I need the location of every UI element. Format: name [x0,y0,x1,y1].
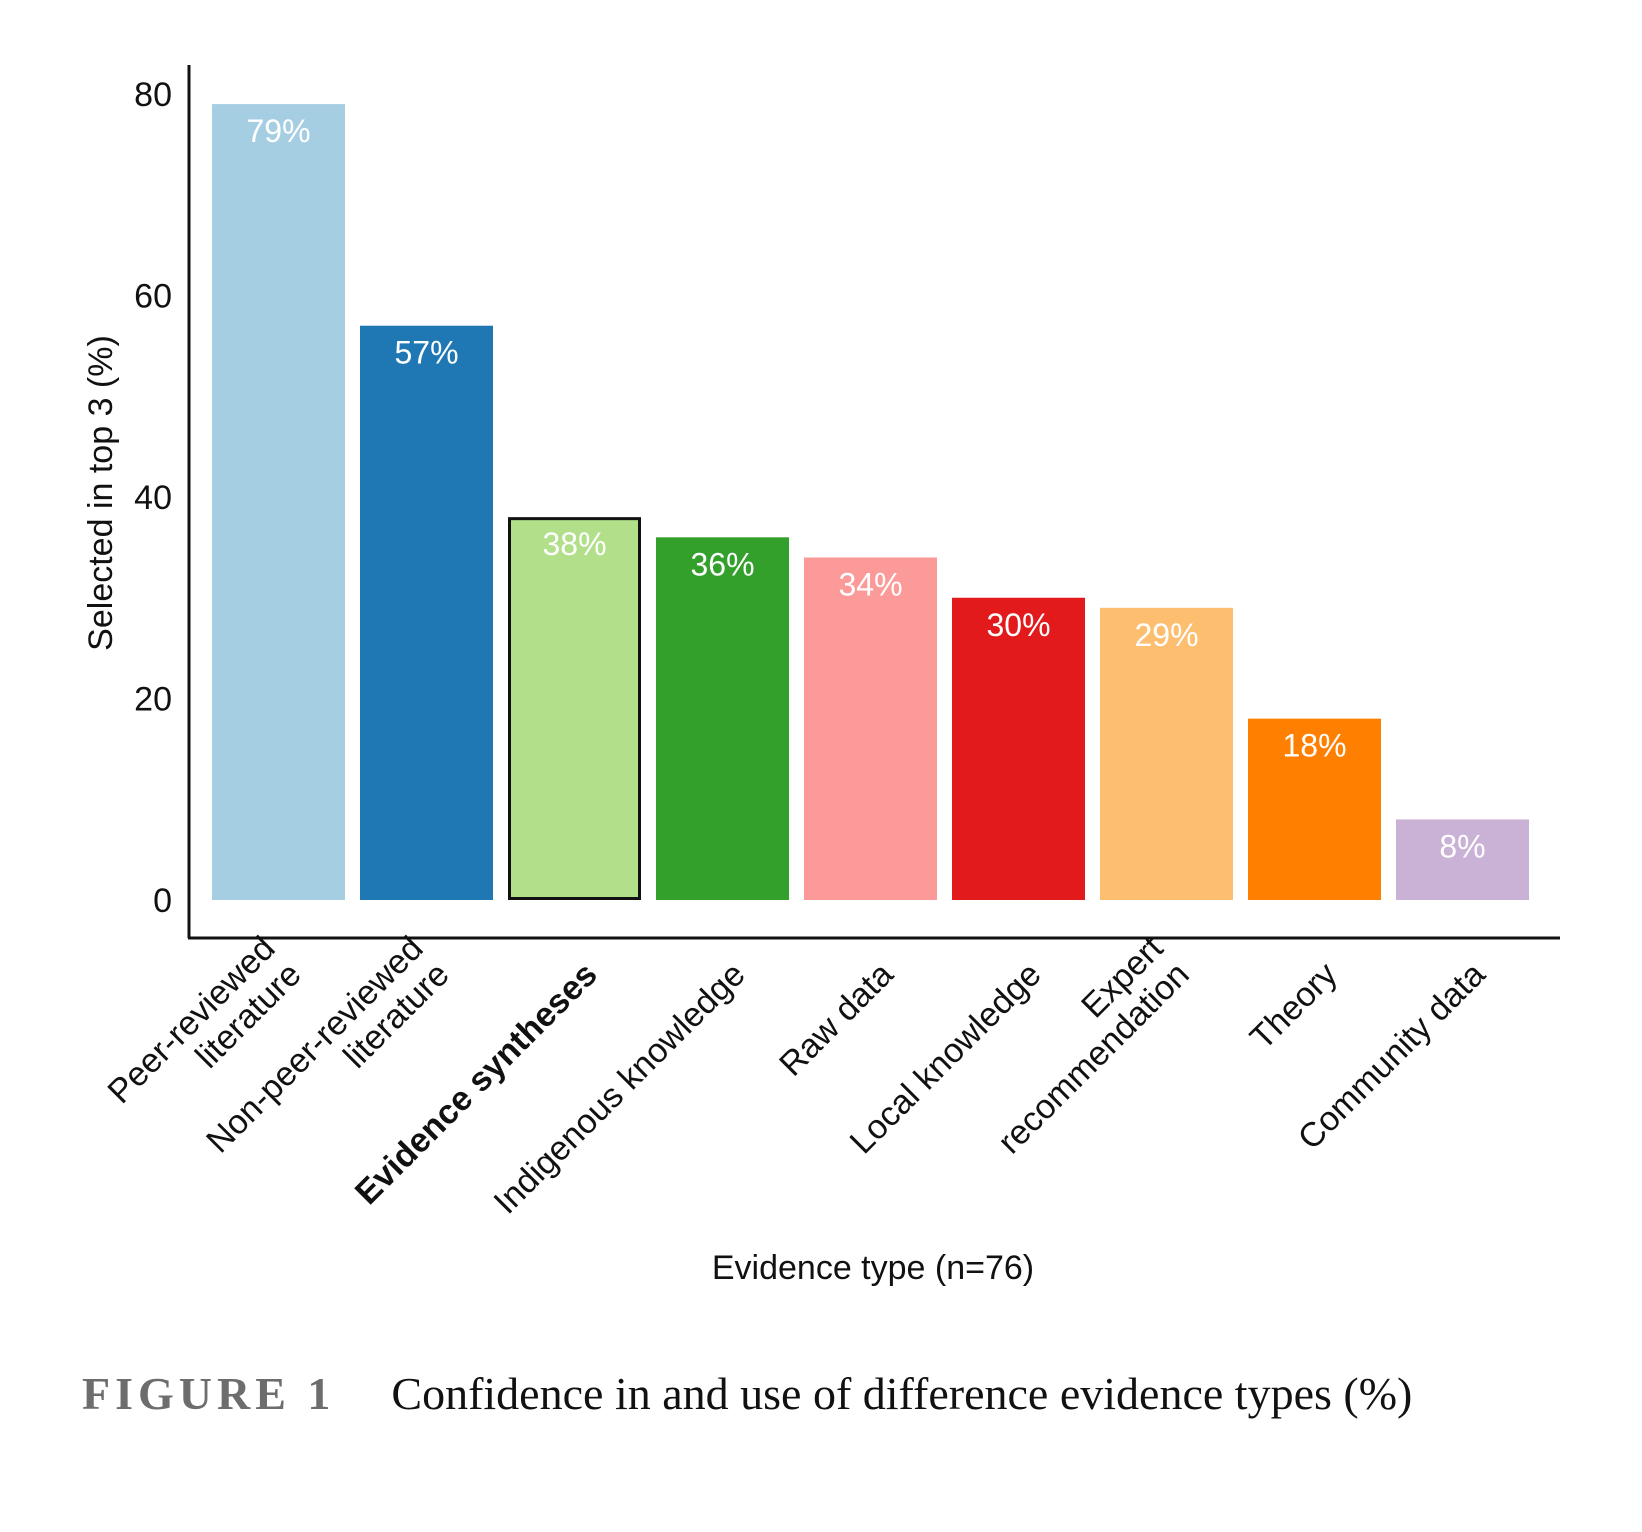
figure-caption: FIGURE 1 Confidence in and use of differe… [82,1358,1562,1430]
y-tick-label: 0 [153,882,172,920]
axes [187,65,1560,940]
bar-value-label: 38% [542,526,606,562]
bar [952,597,1085,900]
bar-chart: 79% 57% 38% 36% 34% 30% 29% 18% 8% 0 20 40 60 80 Pee… [82,65,1560,1287]
x-tick-label: Theory [1243,955,1345,1057]
bar [656,537,789,900]
y-tick-label: 40 [134,479,172,517]
y-tick-label: 80 [134,76,172,114]
bar-value-label: 8% [1439,828,1485,864]
y-tick-label: 60 [134,278,172,316]
x-tick-labels: Peer-reviewedliteratureNon-peer-reviewed… [101,929,1493,1222]
x-tick-label: Raw data [772,955,901,1084]
figure-label: FIGURE 1 [82,1368,336,1419]
bar-value-label: 34% [838,566,902,602]
bar-value-label: 36% [690,546,754,582]
x-tick-label-line: Theory [1243,955,1345,1057]
y-axis-title: Selected in top 3 (%) [82,335,120,651]
bars [212,104,1529,901]
bar [508,517,641,901]
bar-value-label: 29% [1134,617,1198,653]
bar [1396,819,1529,900]
bar [212,104,345,900]
data-labels: 79% 57% 38% 36% 34% 30% 29% 18% 8% [246,113,1485,864]
x-axis-title: Evidence type (n=76) [712,1249,1034,1287]
x-tick-label-line: Indigenous knowledge [487,955,753,1221]
bar [804,557,937,900]
bar [360,325,493,901]
y-tick-labels: 0 20 40 60 80 [134,76,172,920]
bar-value-label: 57% [394,335,458,371]
bar [1248,718,1381,900]
x-tick-label: Indigenous knowledge [487,955,753,1221]
y-tick-label: 20 [134,681,172,719]
bar [1100,607,1233,900]
x-tick-label-line: Raw data [772,955,901,1084]
figure-caption-text: Confidence in and use of difference evid… [391,1368,1413,1419]
x-tick-label: Expertrecommendation [965,929,1197,1161]
bar-value-label: 30% [986,607,1050,643]
bar-value-label: 18% [1282,728,1346,764]
bar-value-label: 79% [246,113,310,149]
